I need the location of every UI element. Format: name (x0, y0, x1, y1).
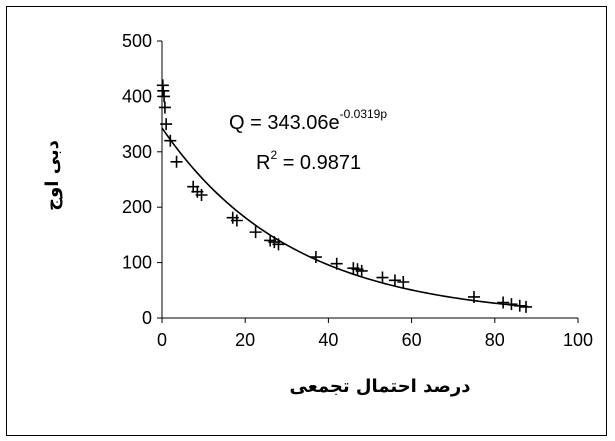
data-point-marker (468, 290, 480, 303)
data-point-marker (164, 134, 177, 147)
trendline-equation: Q = 343.06e-0.0319p (229, 107, 387, 134)
tick-group: 0 100 200 300 400 500 0 20 40 60 80 100 (122, 31, 593, 350)
y-tick-label: 200 (122, 197, 152, 217)
x-tick-label: 100 (563, 330, 593, 350)
data-point-marker (195, 189, 208, 202)
y-tick-label: 0 (142, 308, 152, 328)
data-point-marker (158, 90, 171, 103)
data-point-marker (355, 264, 368, 277)
data-point-marker (497, 296, 510, 309)
data-point-marker (170, 155, 183, 168)
x-axis-label: درصد احتمال تجمعی (289, 376, 470, 397)
x-tick-label: 80 (485, 330, 505, 350)
chart-area (6, 6, 607, 436)
data-point-marker (158, 101, 171, 114)
data-point-marker (505, 298, 518, 311)
data-point-marker (397, 275, 410, 288)
data-point-marker (272, 238, 285, 251)
x-tick-label: 60 (402, 330, 422, 350)
data-point-marker (230, 214, 243, 227)
data-point-marker (376, 271, 389, 284)
x-tick-label: 40 (318, 330, 338, 350)
y-tick-label: 400 (122, 86, 152, 106)
data-point-marker (330, 257, 343, 270)
x-tick-label: 0 (157, 330, 167, 350)
data-point-marker (160, 118, 173, 131)
r-squared-label: R2 = 0.9871 (256, 148, 361, 174)
trendline (161, 127, 529, 308)
data-point-marker (249, 226, 262, 239)
data-point-marker (388, 274, 401, 287)
y-tick-label: 100 (122, 253, 152, 273)
marker-group (156, 79, 532, 313)
data-point-marker (309, 251, 322, 264)
y-tick-label: 500 (122, 31, 152, 51)
y-tick-label: 300 (122, 142, 152, 162)
x-tick-label: 20 (235, 330, 255, 350)
data-point-marker (157, 84, 170, 97)
y-axis-label: دبی اوج (42, 140, 63, 211)
data-point-marker (513, 299, 526, 312)
plot-group: 0 100 200 300 400 500 0 20 40 60 80 100 (122, 31, 593, 350)
data-point-marker (520, 300, 532, 313)
